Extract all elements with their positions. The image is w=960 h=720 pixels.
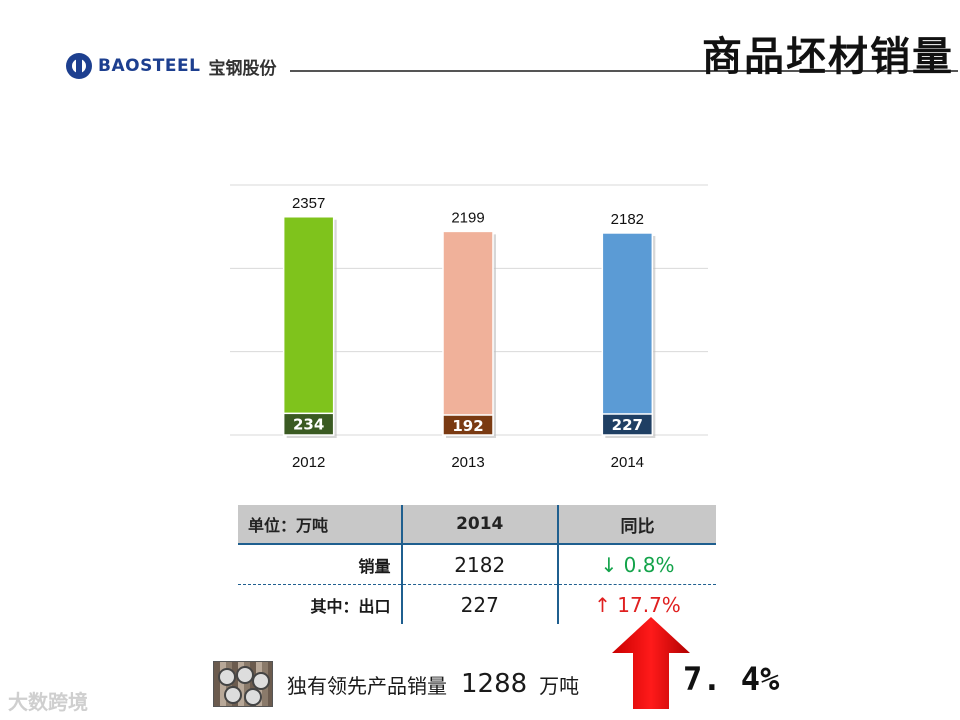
leading-products-label: 独有领先产品销量 [287,673,447,698]
x-tick-label: 2013 [451,454,484,471]
chart-bars [282,216,656,438]
row-change-export: ↑ 17.7% [556,584,716,624]
up-arrow-icon [612,617,690,709]
table-row: 其中：出口 227 ↑ 17.7% [238,584,716,624]
row-change-sales: ↓ 0.8% [556,544,716,585]
bar-export-2012 [282,412,335,436]
header-divider [290,70,958,72]
logo-text-cn: 宝钢股份 [208,58,277,79]
total-label: 2199 [451,209,484,226]
row-value-sales: 2182 [400,544,558,585]
bar-total-2012 [282,216,335,436]
leading-products-unit: 万吨 [539,673,580,698]
baosteel-logo: BAOSTEEL 宝钢股份 [66,52,276,80]
leading-products-summary: 独有领先产品销量 1288 万吨 [213,660,579,708]
total-label: 2357 [292,195,325,212]
row-value-export: 227 [400,584,558,624]
table-row: 销量 2182 ↓ 0.8% [238,544,716,585]
watermark: 大数跨境 [8,690,88,714]
bar-total-2014 [601,232,654,436]
table-header-unit: 单位：万吨 [238,505,402,544]
table-header-yoy: 同比 [556,505,716,544]
table-header-row: 单位：万吨 2014 同比 [238,505,716,544]
export-label: 192 [452,417,483,435]
row-label-export: 其中：出口 [310,596,391,616]
row-label-sales: 销量 [358,556,391,576]
export-label: 227 [612,416,643,434]
sales-bar-chart: 2357 234 2012 2199 192 2013 2182 227 2014 [230,184,708,471]
table-header-year: 2014 [400,505,558,544]
chart-labels: 2357 234 2012 2199 192 2013 2182 227 2014 [292,195,644,471]
sales-summary-table: 单位：万吨 2014 同比 销量 2182 ↓ 0.8% 其中：出口 227 ↑… [238,505,716,624]
bar-export-2014 [601,413,654,436]
leading-products-value: 1288 [461,669,528,699]
growth-rate: 7. 4% [683,660,780,698]
page-title: 商品坯材销量 [702,34,954,80]
total-label: 2182 [611,211,644,228]
bar-export-2013 [442,414,494,436]
x-tick-label: 2014 [611,454,644,471]
export-label: 234 [293,415,324,433]
baosteel-logo-icon [66,53,92,79]
logo-text-en: BAOSTEEL [98,56,201,76]
x-tick-label: 2012 [292,454,325,471]
bar-total-2013 [442,230,494,436]
steel-coil-image [213,661,273,707]
